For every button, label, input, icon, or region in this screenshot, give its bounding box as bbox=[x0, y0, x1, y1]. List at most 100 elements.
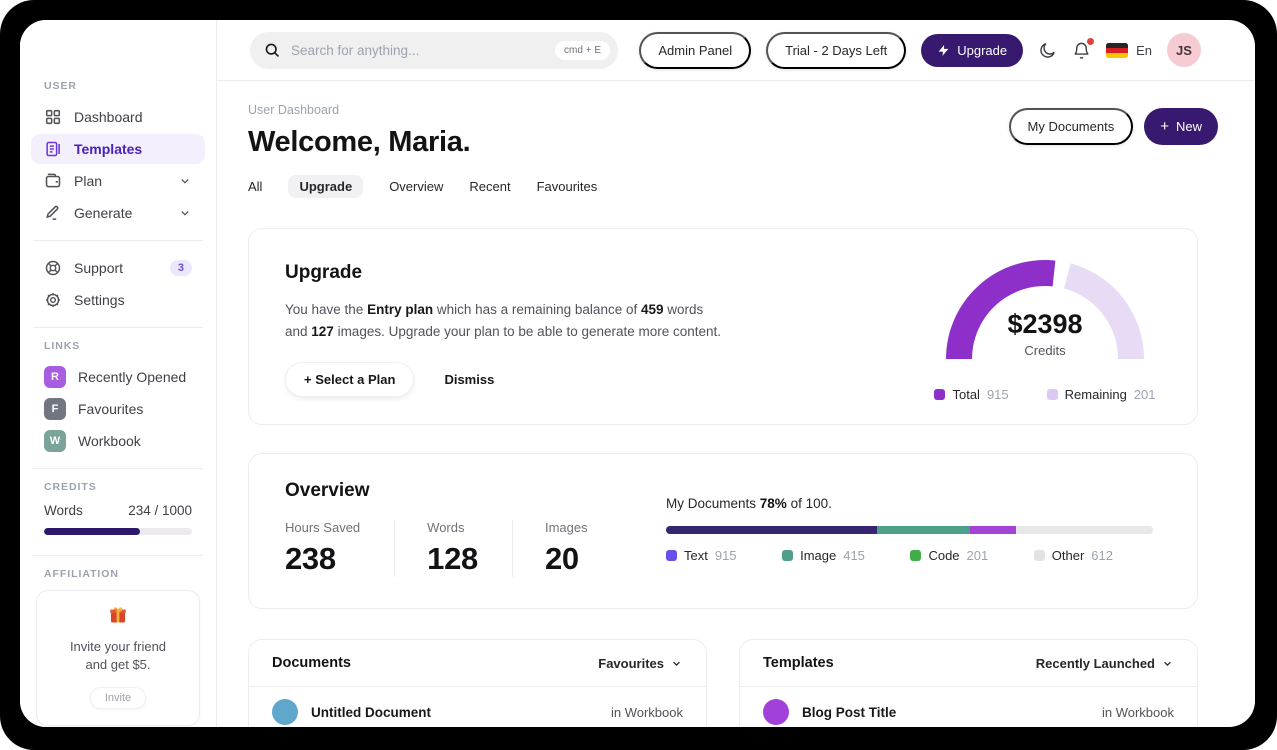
gauge-caption: Credits bbox=[1024, 343, 1066, 358]
bar-segment-code bbox=[970, 526, 1017, 534]
sidebar-section-affiliation: AFFILIATION bbox=[44, 568, 119, 580]
template-title: Blog Post Title bbox=[802, 704, 897, 720]
sidebar-item-generate[interactable]: Generate bbox=[31, 198, 205, 228]
template-avatar bbox=[763, 699, 789, 725]
link-initial-badge: W bbox=[44, 430, 66, 452]
legend-swatch bbox=[666, 550, 677, 561]
template-location: in Workbook bbox=[1101, 704, 1174, 720]
divider bbox=[33, 327, 203, 328]
select-plan-button[interactable]: + Select a Plan bbox=[285, 362, 415, 398]
sidebar-link-favourites[interactable]: F Favourites bbox=[31, 394, 205, 424]
upgrade-button[interactable]: Upgrade bbox=[921, 33, 1024, 67]
gauge-remaining-arc bbox=[1063, 263, 1144, 360]
new-button[interactable]: + New bbox=[1144, 108, 1218, 145]
document-row[interactable]: Untitled Document in Workbook bbox=[249, 687, 706, 727]
affiliation-card: Invite your friend and get $5. Invite bbox=[36, 590, 200, 727]
sidebar-item-dashboard[interactable]: Dashboard bbox=[31, 102, 205, 132]
documents-filter-dropdown[interactable]: Favourites bbox=[598, 656, 683, 671]
link-initial-badge: R bbox=[44, 366, 66, 388]
sidebar-section-credits: CREDITS bbox=[44, 481, 97, 493]
search-shortcut-badge: cmd + E bbox=[555, 40, 610, 60]
user-avatar[interactable]: JS bbox=[1167, 33, 1201, 67]
sidebar-item-label: Settings bbox=[74, 292, 125, 308]
search-input[interactable] bbox=[291, 42, 546, 58]
gauge-total-arc bbox=[946, 260, 1056, 360]
sidebar-link-workbook[interactable]: W Workbook bbox=[31, 426, 205, 456]
tabs: All Upgrade Overview Recent Favourites bbox=[248, 175, 1198, 198]
legend-item-other: Other 612 bbox=[1033, 548, 1113, 563]
dark-mode-moon-icon[interactable] bbox=[1038, 41, 1057, 60]
sidebar-item-label: Workbook bbox=[78, 433, 141, 449]
main-area: cmd + E Admin Panel Trial - 2 Days Left … bbox=[217, 20, 1255, 727]
documents-progress: My Documents 78% of 100. Text 915 bbox=[666, 496, 1153, 563]
sidebar-item-label: Generate bbox=[74, 205, 133, 221]
overview-stats: Hours Saved 238 Words 128 Images 20 bbox=[285, 520, 622, 577]
templates-filter-dropdown[interactable]: Recently Launched bbox=[1036, 656, 1174, 671]
sidebar-section-user: USER bbox=[44, 80, 77, 92]
settings-gear-icon bbox=[44, 291, 62, 309]
bar-segment-image bbox=[877, 526, 971, 534]
invite-button[interactable]: Invite bbox=[89, 687, 147, 710]
support-count-badge: 3 bbox=[169, 260, 192, 276]
upgrade-card-title: Upgrade bbox=[285, 262, 363, 283]
language-label: En bbox=[1136, 42, 1152, 58]
legend-item-image: Image 415 bbox=[782, 548, 865, 563]
sidebar-item-label: Favourites bbox=[78, 401, 144, 417]
search-bar[interactable]: cmd + E bbox=[250, 31, 618, 69]
sidebar-link-recently-opened[interactable]: R Recently Opened bbox=[31, 362, 205, 392]
sidebar-item-label: Dashboard bbox=[74, 109, 143, 125]
admin-panel-button[interactable]: Admin Panel bbox=[639, 31, 752, 69]
tab-upgrade[interactable]: Upgrade bbox=[288, 175, 364, 198]
sidebar-item-plan[interactable]: Plan bbox=[31, 166, 205, 196]
tab-favourites[interactable]: Favourites bbox=[536, 179, 598, 194]
tab-recent[interactable]: Recent bbox=[469, 179, 511, 194]
upgrade-card-body: You have the Entry plan which has a rema… bbox=[285, 302, 722, 339]
sidebar-item-support[interactable]: Support 3 bbox=[31, 253, 205, 283]
link-initial-badge: F bbox=[44, 398, 66, 420]
credits-gauge: $2398 Credits Total 915 Remaining 201 bbox=[934, 255, 1156, 402]
sidebar-item-settings[interactable]: Settings bbox=[31, 285, 205, 315]
notifications-bell-icon[interactable] bbox=[1072, 37, 1095, 60]
language-switcher[interactable]: En bbox=[1106, 42, 1152, 58]
sidebar-section-links: LINKS bbox=[44, 340, 81, 352]
plus-icon: + bbox=[304, 372, 312, 388]
sidebar: USER Dashboard Templates Plan bbox=[20, 20, 217, 727]
credits-progress-fill bbox=[44, 528, 141, 535]
documents-card-title: Documents bbox=[272, 655, 351, 671]
support-lifebuoy-icon bbox=[44, 259, 62, 277]
legend-item-total: Total 915 bbox=[934, 387, 1009, 402]
dismiss-button[interactable]: Dismiss bbox=[444, 372, 495, 388]
app-window: USER Dashboard Templates Plan bbox=[20, 20, 1255, 727]
legend-item-remaining: Remaining 201 bbox=[1046, 387, 1156, 402]
sidebar-item-label: Support bbox=[74, 260, 124, 276]
breadcrumb: User Dashboard bbox=[248, 103, 340, 117]
legend-swatch bbox=[1046, 389, 1058, 400]
documents-card: Documents Favourites Untitled Document i… bbox=[248, 639, 707, 727]
legend-item-code: Code 201 bbox=[910, 548, 988, 563]
documents-legend: Text 915 Image 415 Code 201 bbox=[666, 548, 1153, 563]
chevron-down-icon bbox=[178, 206, 192, 220]
tab-all[interactable]: All bbox=[248, 179, 263, 194]
template-row[interactable]: Blog Post Title in Workbook bbox=[740, 687, 1197, 727]
credits-value: 234 / 1000 bbox=[128, 503, 192, 518]
search-icon bbox=[264, 42, 281, 59]
upgrade-card: Upgrade You have the Entry plan which ha… bbox=[248, 228, 1198, 425]
templates-card: Templates Recently Launched Blog Post Ti… bbox=[739, 639, 1198, 727]
plan-wallet-icon bbox=[44, 172, 62, 190]
bolt-icon bbox=[937, 44, 950, 57]
sidebar-item-label: Plan bbox=[74, 173, 103, 189]
page-title: Welcome, Maria. bbox=[248, 126, 471, 158]
trial-button[interactable]: Trial - 2 Days Left bbox=[766, 31, 907, 69]
generate-pencil-icon bbox=[44, 204, 62, 222]
gauge-value: $2398 bbox=[1007, 309, 1083, 339]
sidebar-item-label: Templates bbox=[74, 141, 143, 157]
german-flag-icon bbox=[1106, 42, 1129, 58]
gauge-center: $2398 Credits bbox=[935, 309, 1155, 358]
document-location: in Workbook bbox=[610, 704, 683, 720]
sidebar-item-templates[interactable]: Templates bbox=[31, 134, 205, 164]
chevron-down-icon bbox=[178, 174, 192, 188]
gauge-arcs bbox=[946, 260, 1144, 360]
tab-overview[interactable]: Overview bbox=[389, 179, 444, 194]
my-documents-button[interactable]: My Documents bbox=[1008, 108, 1134, 145]
gift-icon bbox=[108, 605, 128, 625]
